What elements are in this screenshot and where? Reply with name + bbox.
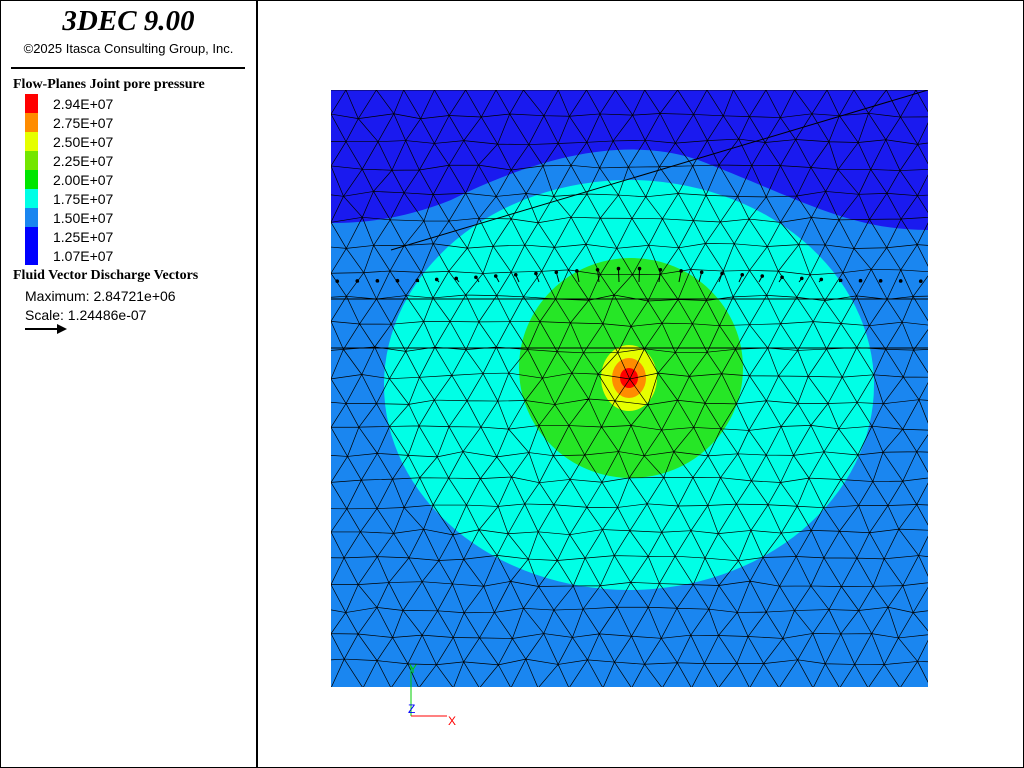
mesh-lines bbox=[331, 90, 928, 687]
discharge-vector-head bbox=[819, 277, 824, 282]
contour-legend-entry: 2.00E+07 bbox=[25, 170, 113, 189]
z-axis-label: Z bbox=[408, 702, 415, 716]
discharge-vector-head bbox=[838, 278, 843, 283]
discharge-vector-head bbox=[658, 267, 663, 272]
discharge-vectors bbox=[335, 266, 923, 283]
discharge-vector-head bbox=[554, 270, 559, 275]
contour-legend-entry: 2.50E+07 bbox=[25, 132, 113, 151]
x-axis-label: X bbox=[448, 714, 456, 728]
discharge-vector-head bbox=[454, 276, 459, 281]
model-viewport[interactable] bbox=[331, 90, 928, 687]
contour-legend-title: Flow-Planes Joint pore pressure bbox=[13, 77, 205, 92]
contour-value: 2.25E+07 bbox=[53, 152, 114, 169]
discharge-vector-head bbox=[575, 269, 579, 273]
color-swatch bbox=[25, 94, 38, 113]
contour-value: 1.25E+07 bbox=[53, 228, 114, 245]
contour-value: 1.50E+07 bbox=[53, 209, 114, 226]
discharge-vector bbox=[597, 269, 600, 283]
discharge-vector-head bbox=[355, 279, 360, 283]
title-divider bbox=[11, 67, 245, 69]
discharge-vector bbox=[678, 270, 682, 283]
discharge-vector-head bbox=[760, 274, 765, 278]
contour-zone-low-pressure bbox=[331, 90, 928, 230]
discharge-vector-head bbox=[395, 278, 400, 283]
discharge-vector-head bbox=[375, 279, 380, 283]
copyright-text: ©2025 Itasca Consulting Group, Inc. bbox=[23, 41, 234, 56]
discharge-vector bbox=[638, 268, 641, 283]
contour-legend-entry: 1.50E+07 bbox=[25, 208, 113, 227]
joint-trace bbox=[390, 90, 928, 251]
discharge-vector bbox=[576, 270, 580, 283]
contour-legend-entry: 1.25E+07 bbox=[25, 227, 113, 246]
vector-maximum: Maximum: 2.84721e+06 bbox=[25, 288, 176, 304]
color-swatch bbox=[25, 246, 38, 265]
discharge-vector-head bbox=[616, 266, 621, 271]
contour-legend-entry: 2.75E+07 bbox=[25, 113, 113, 132]
contour-legend-entry: 2.25E+07 bbox=[25, 151, 113, 170]
color-swatch bbox=[25, 189, 38, 208]
discharge-vector-head bbox=[799, 276, 804, 281]
discharge-vector-head bbox=[493, 274, 498, 278]
discharge-vector-head bbox=[415, 278, 420, 283]
discharge-vector-head bbox=[513, 273, 518, 277]
discharge-vector-head bbox=[474, 275, 478, 280]
discharge-vector bbox=[617, 268, 620, 283]
contour-value: 2.00E+07 bbox=[53, 171, 114, 188]
discharge-vector-head bbox=[898, 279, 903, 283]
discharge-vector-head bbox=[595, 267, 600, 272]
discharge-vector-head bbox=[679, 269, 683, 273]
contour-value: 1.07E+07 bbox=[53, 247, 114, 264]
arrow-right-icon bbox=[25, 324, 67, 334]
axis-triad: Y Z X bbox=[408, 662, 456, 728]
contour-value: 1.75E+07 bbox=[53, 190, 114, 207]
discharge-vector-head bbox=[878, 279, 883, 283]
contour-value: 2.75E+07 bbox=[53, 114, 114, 131]
color-swatch bbox=[25, 132, 38, 151]
discharge-vector-head bbox=[858, 278, 863, 283]
pore-pressure-contour-plot[interactable] bbox=[331, 90, 928, 687]
discharge-vector-head bbox=[720, 271, 724, 276]
contour-legend-entry: 2.94E+07 bbox=[25, 94, 113, 113]
discharge-vector-head bbox=[434, 277, 439, 282]
vector-scale: Scale: 1.24486e-07 bbox=[25, 307, 147, 323]
discharge-vector-head bbox=[534, 271, 538, 276]
discharge-vector-head bbox=[918, 279, 923, 283]
zone-mesh bbox=[331, 90, 928, 687]
discharge-vector-head bbox=[780, 275, 784, 280]
discharge-vector-head bbox=[740, 273, 745, 277]
joint-traces bbox=[331, 90, 928, 349]
contour-legend-entry: 1.07E+07 bbox=[25, 246, 113, 265]
app-title: 3DEC 9.00 bbox=[62, 5, 195, 37]
discharge-vector-head bbox=[335, 279, 340, 283]
contour-value: 2.94E+07 bbox=[53, 95, 114, 112]
color-swatch bbox=[25, 113, 38, 132]
color-swatch bbox=[25, 170, 38, 189]
contour-legend-entry: 1.75E+07 bbox=[25, 189, 113, 208]
vector-legend-title: Fluid Vector Discharge Vectors bbox=[13, 268, 199, 283]
discharge-vector-head bbox=[637, 266, 642, 271]
color-swatch bbox=[25, 151, 38, 170]
discharge-vector-head bbox=[699, 270, 704, 275]
legend-panel: 3DEC 9.00 ©2025 Itasca Consulting Group,… bbox=[1, 1, 258, 767]
color-swatch bbox=[25, 208, 38, 227]
color-swatch bbox=[25, 227, 38, 246]
discharge-vector bbox=[658, 269, 661, 283]
contour-value: 2.50E+07 bbox=[53, 133, 114, 150]
y-axis-label: Y bbox=[409, 662, 417, 676]
